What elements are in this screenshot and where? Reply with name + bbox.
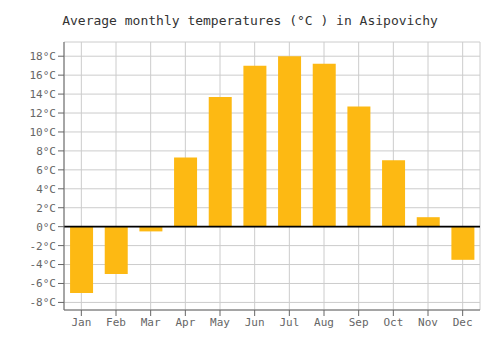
svg-text:2°C: 2°C [36,202,56,215]
svg-text:Feb: Feb [106,316,126,329]
svg-text:-4°C: -4°C [30,258,57,271]
svg-text:0°C: 0°C [36,221,56,234]
svg-text:12°C: 12°C [30,107,57,120]
svg-text:Jun: Jun [245,316,265,329]
svg-text:May: May [210,316,230,329]
svg-text:18°C: 18°C [30,50,57,63]
svg-text:4°C: 4°C [36,183,56,196]
svg-text:Jan: Jan [71,316,91,329]
svg-text:Mar: Mar [141,316,161,329]
svg-text:Jul: Jul [279,316,299,329]
svg-text:10°C: 10°C [30,126,57,139]
svg-text:8°C: 8°C [36,145,56,158]
svg-text:Sep: Sep [349,316,369,329]
svg-text:-8°C: -8°C [30,296,57,309]
svg-text:-6°C: -6°C [30,277,57,290]
html-text:Average monthly temperatures (: Average monthly temperatures (°C ) in As… [62,13,438,28]
svg-text:Dec: Dec [453,316,473,329]
svg-text:16°C: 16°C [30,69,57,82]
svg-text:Oct: Oct [383,316,403,329]
svg-text:6°C: 6°C [36,164,56,177]
svg-text:14°C: 14°C [30,88,57,101]
svg-text:Aug: Aug [314,316,334,329]
svg-text:Apr: Apr [175,316,195,329]
svg-text:Nov: Nov [418,316,438,329]
svg-text:-2°C: -2°C [30,240,57,253]
